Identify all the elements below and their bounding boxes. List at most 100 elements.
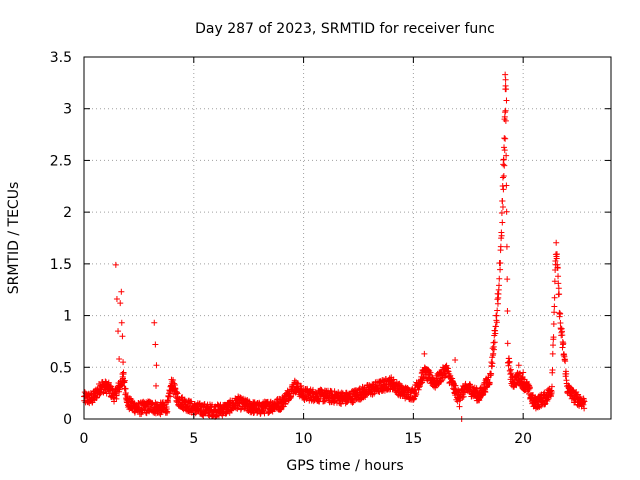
data-point <box>174 389 181 396</box>
data-point <box>421 350 428 357</box>
data-point <box>167 393 174 400</box>
data-point <box>118 319 125 326</box>
data-point <box>118 382 125 389</box>
data-point <box>172 385 179 392</box>
data-point <box>119 333 126 340</box>
data-point <box>93 395 100 402</box>
data-point <box>550 320 557 327</box>
y-tick-label: 3 <box>63 102 72 118</box>
data-point <box>494 300 501 307</box>
data-point <box>548 388 555 395</box>
data-point <box>170 376 177 383</box>
x-tick-label: 5 <box>189 431 198 447</box>
data-point <box>515 362 522 369</box>
data-point <box>563 370 570 377</box>
data-point <box>497 260 504 267</box>
data-point <box>122 389 129 396</box>
data-point <box>482 389 489 396</box>
data-point <box>164 408 171 415</box>
data-point <box>127 395 134 402</box>
data-point <box>556 291 563 298</box>
data-point <box>489 360 496 367</box>
data-point <box>120 369 127 376</box>
data-point <box>500 186 507 193</box>
data-point <box>116 386 123 393</box>
data-point <box>553 251 560 258</box>
data-point <box>460 393 467 400</box>
data-point <box>504 276 511 283</box>
data-point <box>520 369 527 376</box>
data-point <box>559 332 566 339</box>
data-point <box>517 370 524 377</box>
data-point <box>488 363 495 370</box>
data-point <box>550 334 557 341</box>
data-point <box>489 345 496 352</box>
data-point <box>115 328 122 335</box>
data-point <box>499 174 506 181</box>
data-point <box>550 342 557 349</box>
data-point <box>390 376 397 383</box>
data-point <box>491 346 498 353</box>
data-point <box>494 296 501 303</box>
data-point <box>492 330 499 337</box>
data-point <box>112 261 119 268</box>
data-point <box>499 183 506 190</box>
data-point <box>502 71 509 78</box>
data-point <box>331 388 338 395</box>
data-point <box>538 402 545 409</box>
data-point <box>506 358 513 365</box>
data-point <box>165 399 172 406</box>
data-point <box>580 401 587 408</box>
data-point <box>93 394 100 401</box>
data-point <box>459 394 466 401</box>
data-point <box>500 156 507 163</box>
data-point <box>452 382 459 389</box>
data-point <box>503 243 510 250</box>
data-point <box>117 300 124 307</box>
data-point <box>503 182 510 189</box>
data-point <box>581 398 588 405</box>
data-point <box>233 405 240 412</box>
plot-frame <box>83 56 612 420</box>
data-point <box>499 219 506 226</box>
data-point <box>503 86 510 93</box>
data-point <box>120 359 127 366</box>
data-point <box>501 162 508 169</box>
data-point <box>553 239 560 246</box>
data-point <box>496 275 503 282</box>
data-point <box>298 382 305 389</box>
data-points <box>81 71 588 422</box>
data-point <box>113 296 120 303</box>
y-tick-label: 0.5 <box>50 360 72 376</box>
data-point <box>503 208 510 215</box>
data-point <box>562 358 569 365</box>
x-tick-label: 10 <box>295 431 313 447</box>
data-point <box>153 382 160 389</box>
data-point <box>498 232 505 239</box>
data-point <box>504 308 511 315</box>
data-point <box>261 410 268 417</box>
data-point <box>502 109 509 116</box>
data-point <box>151 319 158 326</box>
axis-ticks <box>83 56 611 420</box>
data-point <box>291 377 298 384</box>
data-point <box>502 135 509 142</box>
data-point <box>555 285 562 292</box>
y-tick-label: 0 <box>63 412 72 428</box>
data-point <box>555 273 562 280</box>
data-point <box>171 380 178 387</box>
data-point <box>105 379 112 386</box>
data-point <box>493 312 500 319</box>
data-point <box>494 307 501 314</box>
x-tick-label: 15 <box>404 431 422 447</box>
data-point <box>548 383 555 390</box>
data-point <box>581 405 588 412</box>
data-point <box>116 356 123 363</box>
data-point <box>188 398 195 405</box>
data-point <box>551 303 558 310</box>
y-axis-label: SRMTID / TECUs <box>6 182 22 295</box>
data-point <box>496 282 503 289</box>
data-point <box>118 288 125 295</box>
data-point <box>549 367 556 374</box>
data-point <box>427 369 434 376</box>
